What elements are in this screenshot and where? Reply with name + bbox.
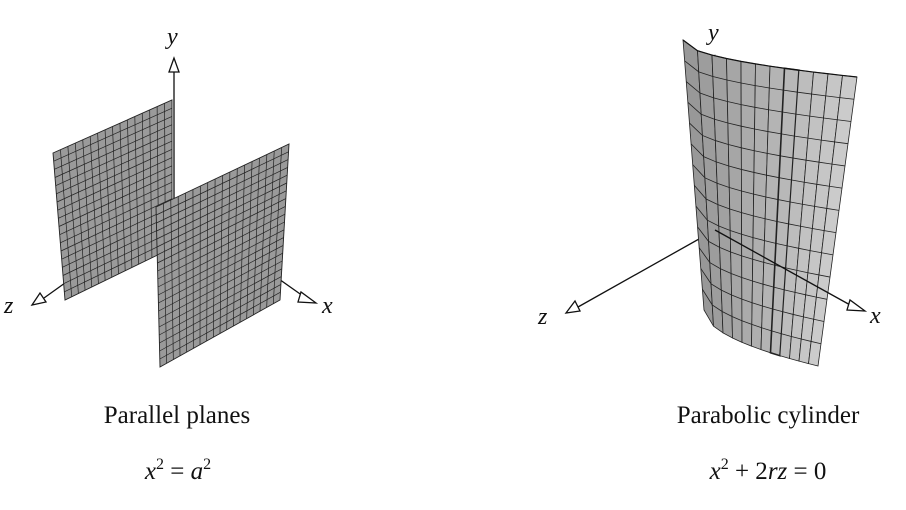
right-eq-var1: x	[709, 458, 721, 485]
right-x-arrow-icon	[846, 298, 868, 312]
right-eq-op2: =	[793, 458, 808, 485]
cylinder-surface	[682, 39, 858, 367]
right-eq-op1: + 2	[734, 458, 768, 485]
right-eq-rhs: 0	[813, 458, 827, 485]
front-plane	[155, 143, 290, 368]
left-eq-lhs-var: x	[144, 458, 156, 485]
left-z-arrow-icon	[30, 291, 48, 306]
left-y-arrow-icon	[168, 56, 180, 73]
left-eq-rhs-var: a	[190, 458, 204, 485]
left-x-arrow-icon	[297, 290, 319, 304]
back-plane	[52, 99, 173, 301]
right-eq-exp1: 2	[720, 456, 729, 473]
left-y-label: y	[165, 24, 178, 50]
right-equation: x2 + 2rz = 0	[680, 456, 856, 486]
left-caption: Parallel planes	[103, 402, 251, 429]
right-x-label: x	[869, 303, 881, 329]
parabolic-cylinder-figure: y z x	[537, 20, 881, 367]
left-eq-rhs-exp: 2	[203, 456, 212, 473]
left-equation: x2 = a2	[118, 456, 238, 486]
right-eq-var2: rz	[767, 458, 788, 485]
left-eq-op: =	[170, 458, 185, 485]
right-y-label: y	[706, 20, 719, 46]
left-x-label: x	[321, 293, 333, 319]
right-z-label: z	[537, 304, 548, 330]
right-z-arrow-icon	[564, 299, 581, 314]
right-x-axis	[714, 229, 853, 307]
left-z-label: z	[3, 293, 14, 319]
right-z-axis	[577, 229, 716, 308]
right-caption: Parabolic cylinder	[676, 402, 860, 429]
parallel-planes-figure: y z x	[3, 24, 333, 368]
left-eq-lhs-exp: 2	[156, 456, 164, 473]
